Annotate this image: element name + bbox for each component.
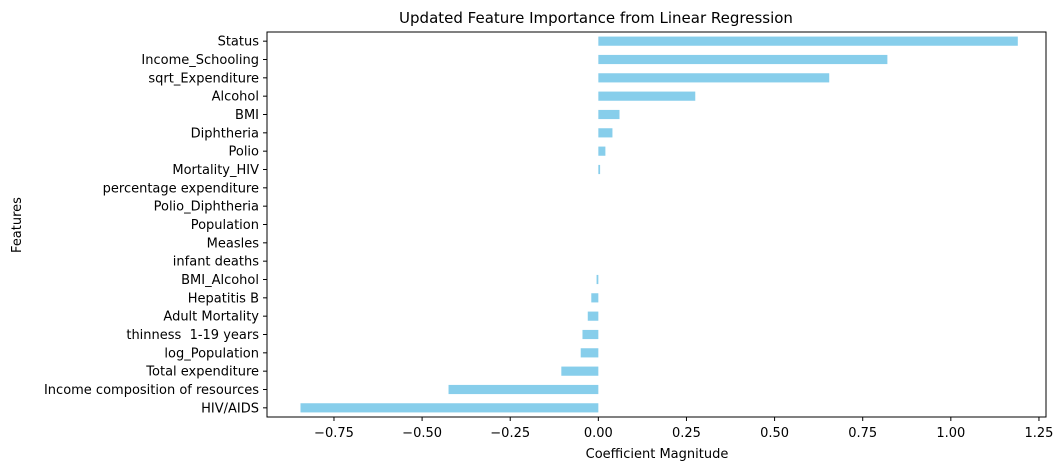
y-tick-label: Alcohol [212, 90, 259, 105]
x-tick-label: 1.00 [936, 426, 965, 441]
x-tick-label: 0.25 [672, 426, 701, 441]
x-tick-label: 0.00 [584, 426, 613, 441]
y-tick-label: Income composition of resources [44, 383, 259, 398]
y-tick-label: Population [191, 218, 259, 233]
y-tick-label: infant deaths [173, 255, 259, 270]
bar-alcohol [598, 91, 696, 101]
bar-log-population [580, 348, 599, 358]
y-tick-label: BMI_Alcohol [181, 273, 259, 288]
bar-polio [598, 146, 606, 156]
x-tick-label: 0.75 [848, 426, 877, 441]
bar-sqrt-expenditure [598, 73, 830, 83]
bar-bmi [598, 109, 620, 120]
y-tick-label: Polio_Diphtheria [154, 200, 259, 215]
bar-status [598, 36, 1018, 46]
x-tick-label: −0.25 [490, 426, 530, 441]
bar-mortality-hiv [598, 164, 601, 175]
bar-income-composition-of-resources [448, 384, 599, 395]
x-tick-label: −0.50 [402, 426, 442, 441]
y-axis-ticks: Status Income_Schooling sqrt_Expenditure Al… [44, 35, 267, 416]
bar-bmi-alcohol [596, 274, 599, 285]
bar-diphtheria [598, 128, 613, 138]
plot-frame [266, 31, 1047, 418]
y-tick-label: Diphtheria [191, 126, 259, 141]
y-tick-label: sqrt_Expenditure [148, 71, 259, 86]
x-axis-ticks: −0.75 −0.50 −0.25 0.00 0.25 0.50 0.75 1.00 1.25 [314, 417, 1053, 441]
y-tick-label: Adult Mortality [163, 310, 259, 325]
y-tick-label: HIV/AIDS [201, 401, 259, 416]
y-tick-label: percentage expenditure [103, 181, 259, 196]
x-tick-label: 1.25 [1024, 426, 1053, 441]
y-tick-label: Hepatitis B [188, 291, 259, 306]
y-tick-label: Mortality_HIV [172, 163, 259, 178]
chart-title: Updated Feature Importance from Linear R… [399, 9, 793, 27]
y-tick-label: Measles [207, 236, 260, 251]
bar-total-expenditure [561, 366, 599, 376]
x-tick-label: −0.75 [314, 426, 354, 441]
bars-group [300, 36, 1018, 413]
bar-adult-mortality [587, 311, 599, 321]
x-tick-label: 0.50 [760, 426, 789, 441]
y-tick-label: Income_Schooling [141, 53, 259, 68]
y-tick-label: log_Population [164, 346, 259, 361]
y-tick-label: Polio [228, 145, 259, 160]
bar-income-schooling [598, 54, 888, 65]
x-axis-label: Coefficient Magnitude [586, 447, 729, 462]
y-tick-label: thinness 1-19 years [126, 328, 259, 343]
bar-hiv-aids [300, 403, 599, 413]
y-tick-label: Status [218, 35, 260, 50]
bar-thinness-1-19-years [582, 329, 599, 340]
y-tick-label: Total expenditure [145, 365, 259, 380]
y-axis-label: Features [10, 197, 25, 253]
bar-hepatitis-b [591, 293, 599, 303]
y-tick-label: BMI [235, 108, 259, 123]
